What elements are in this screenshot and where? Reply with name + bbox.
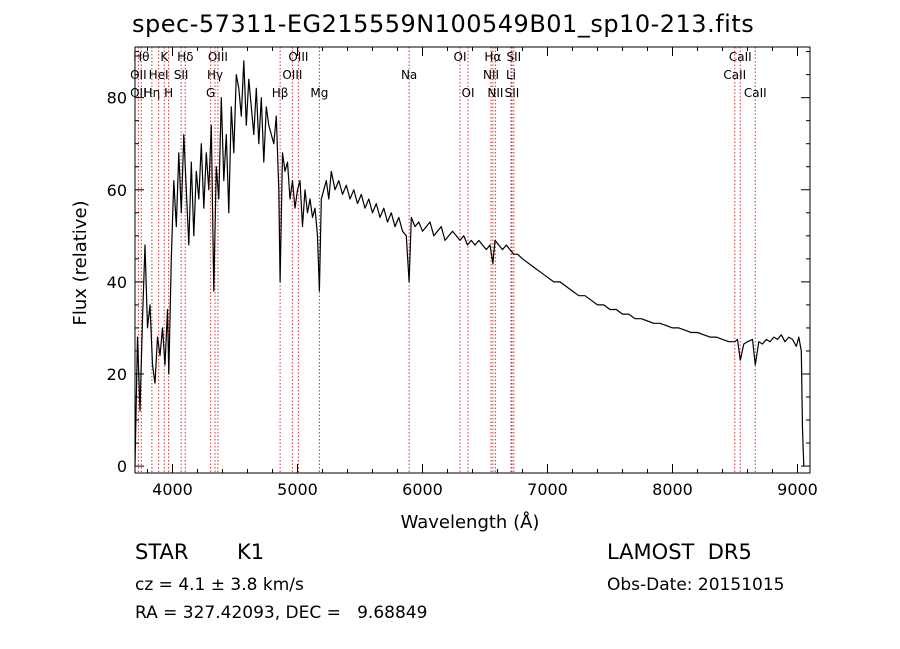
line-label: Hβ (272, 86, 289, 100)
object-class: STAR (135, 540, 189, 564)
redshift-cz: cz = 4.1 ± 3.8 km/s (135, 575, 304, 595)
line-label: SII (505, 86, 520, 100)
y-tick-label: 60 (107, 181, 127, 200)
line-label: CaII (744, 86, 767, 100)
line-label: CaII (729, 50, 752, 64)
line-label: G (206, 86, 215, 100)
spectral-line-labels: Hθ K Hδ OIII OIII OI Hα SII CaII OII HeI SII Hγ OIII N… (130, 50, 767, 100)
y-tick-label: 0 (117, 457, 127, 476)
x-tick-label: 5000 (277, 480, 318, 499)
survey-release: LAMOST DR5 (607, 540, 752, 564)
line-label: NII (483, 68, 499, 82)
x-axis-label: Wavelength (Å) (401, 511, 540, 533)
line-label: Mg (310, 86, 328, 100)
x-tick-label: 6000 (402, 480, 443, 499)
chart-title: spec-57311-EG215559N100549B01_sp10-213.f… (132, 10, 755, 38)
y-tick-label: 80 (107, 89, 127, 108)
ra-dec-coordinates: RA = 327.42093, DEC = 9.68849 (135, 603, 428, 623)
line-label: Hδ (177, 50, 193, 64)
x-tick-label: 4000 (152, 480, 193, 499)
x-tick-label: 8000 (652, 480, 693, 499)
line-label: OIII (288, 50, 308, 64)
line-label: Hγ (207, 68, 223, 82)
line-label: NII (487, 86, 503, 100)
line-label: OII (130, 86, 147, 100)
y-tick-label: 20 (107, 365, 127, 384)
line-label: OI (454, 50, 467, 64)
line-label: SII (507, 50, 522, 64)
y-axis: 0 20 40 60 80 (107, 51, 810, 476)
line-label: OII (130, 68, 147, 82)
plot-frame (134, 46, 811, 474)
spectrum-series (134, 60, 805, 467)
line-label: Li (506, 68, 516, 82)
line-label: SII (174, 68, 189, 82)
line-label: Hη (144, 86, 161, 100)
x-axis: 4000 5000 6000 7000 8000 9000 (147, 47, 818, 499)
line-label: Hα (484, 50, 501, 64)
line-label: OIII (282, 68, 302, 82)
y-tick-label: 40 (107, 273, 127, 292)
y-axis-label: Flux (relative) (70, 200, 91, 325)
line-label: H (164, 86, 173, 100)
line-label: CaII (723, 68, 746, 82)
observation-date: Obs-Date: 20151015 (607, 575, 785, 595)
series-line (134, 60, 805, 467)
x-tick-label: 9000 (777, 480, 818, 499)
line-label: OIII (208, 50, 228, 64)
line-label: K (160, 50, 169, 64)
line-label: Na (401, 68, 417, 82)
x-tick-label: 7000 (527, 480, 568, 499)
line-label: OI (462, 86, 475, 100)
line-label: HeI (149, 68, 169, 82)
spectral-line-markers (137, 47, 756, 473)
line-label: Hθ (133, 50, 149, 64)
object-subclass: K1 (237, 540, 265, 564)
